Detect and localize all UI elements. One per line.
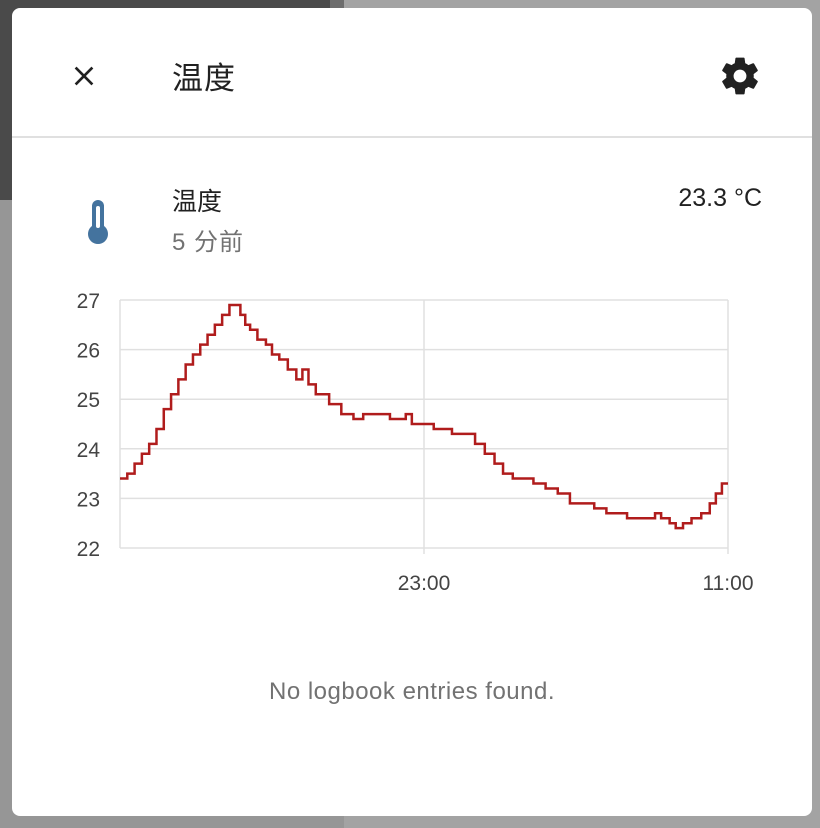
thermometer-icon xyxy=(88,200,108,244)
dialog-title: 温度 xyxy=(172,61,236,96)
more-info-dialog: 温度 温度 5 分前 23.3 °C 22 23 24 25 26 27 23:00 11:0… xyxy=(12,8,812,816)
close-button[interactable] xyxy=(60,52,108,100)
entity-state: 23.3 °C xyxy=(678,184,762,212)
y-tick-label: 24 xyxy=(77,439,101,462)
entity-last-changed: 5 分前 xyxy=(172,229,245,256)
entity-name: 温度 xyxy=(172,188,223,216)
x-tick-label: 11:00 xyxy=(703,572,754,595)
gear-icon xyxy=(722,57,758,95)
entity-row[interactable]: 温度 5 分前 23.3 °C xyxy=(12,168,812,268)
history-chart-svg: 22 23 24 25 26 27 23:00 11:00 xyxy=(77,290,754,595)
close-icon xyxy=(74,66,94,86)
settings-button[interactable] xyxy=(712,48,768,104)
y-tick-label: 22 xyxy=(77,538,100,561)
temperature-series-line xyxy=(120,303,728,530)
y-tick-label: 27 xyxy=(77,290,100,313)
y-tick-label: 25 xyxy=(77,389,100,412)
y-tick-label: 26 xyxy=(77,340,100,363)
x-tick-label: 23:00 xyxy=(398,572,451,595)
history-chart[interactable]: 22 23 24 25 26 27 23:00 11:00 xyxy=(12,278,812,608)
dialog-header: 温度 xyxy=(12,8,812,138)
y-tick-label: 23 xyxy=(77,488,100,511)
logbook-empty-text: No logbook entries found. xyxy=(268,678,555,705)
